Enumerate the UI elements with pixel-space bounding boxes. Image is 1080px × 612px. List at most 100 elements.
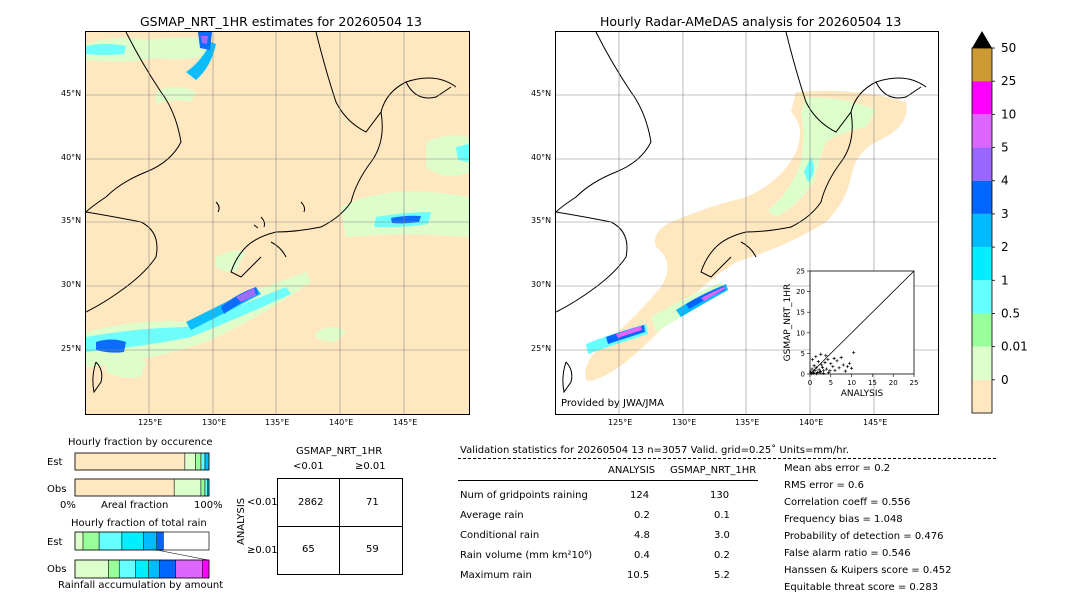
validation-divider: [458, 458, 996, 459]
right-map-title: Hourly Radar-AMeDAS analysis for 2026050…: [600, 14, 902, 29]
total-rain-bar-segment: [159, 559, 176, 579]
colorbar-segment: [972, 379, 992, 413]
occurrence-bar-segment: [204, 478, 208, 497]
right-lat-label: 40°N: [531, 153, 552, 162]
scatter-point: [816, 360, 820, 364]
connector-line: [156, 549, 209, 561]
left-lat-label: 25°N: [61, 344, 82, 353]
x-tick-label: 20: [889, 379, 898, 387]
y-tick-label: 25: [796, 268, 805, 276]
total-rain-title: Hourly fraction of total rain: [71, 518, 207, 529]
colorbar-segment: [972, 48, 992, 82]
colorbar-segment: [972, 81, 992, 115]
scatter-point: [833, 368, 837, 372]
x-tick-label: 0: [808, 379, 812, 387]
stats-divider: [458, 480, 758, 481]
colorbar-label: 1: [1001, 273, 1009, 287]
scatter-point: [829, 362, 833, 366]
scatter-xlabel: ANALYSIS: [841, 389, 884, 399]
colorbar-label: 3: [1001, 207, 1009, 221]
occurrence-bars: [74, 452, 210, 497]
score-line: Hanssen & Kuipers score = 0.452: [784, 565, 952, 576]
validation-header: Validation statistics for 20260504 13 n=…: [460, 445, 849, 456]
occurrence-bar-segment: [200, 478, 206, 497]
occurrence-bar-segment: [184, 452, 196, 471]
left-lon-label: 130°E: [202, 418, 227, 427]
total-rain-bar-segment: [118, 559, 136, 579]
occurrence-obs-label: Obs: [47, 484, 67, 495]
scatter-point: [809, 370, 813, 374]
y-tick-label: 15: [796, 309, 805, 317]
occurrence-x-min: 0%: [60, 500, 76, 511]
occurrence-xlabel: Areal fraction: [101, 500, 169, 511]
contingency-cell: 59: [366, 544, 379, 555]
scatter-point: [815, 371, 819, 376]
contingency-col-header: <0.01: [293, 461, 324, 472]
stat-gsmap: 3.0: [714, 530, 730, 541]
scatter-point: [850, 366, 854, 370]
scatter-point: [841, 363, 845, 367]
scatter-plot: 0 5 10 15 20 25 0 5 10 15 20 25 ANALYSIS GSMAP_NRT_1H…: [783, 268, 918, 400]
scatter-point: [819, 352, 823, 356]
scatter-point: [837, 366, 841, 370]
left-lon-label: 145°E: [393, 418, 418, 427]
stat-gsmap: 5.2: [714, 570, 730, 581]
total-rain-bar-frame: [74, 531, 210, 551]
stat-gsmap: 0.1: [714, 510, 730, 521]
scatter-point: [827, 370, 831, 374]
total-rain-bar-segment: [98, 531, 123, 551]
scatter-point: [811, 371, 815, 375]
occurrence-bar-segment: [204, 452, 210, 471]
map-credit: Provided by JWA/JMA: [561, 398, 664, 409]
total-rain-xlabel: Rainfall accumulation by amount: [58, 580, 224, 591]
colorbar-label: 0.01: [1001, 340, 1028, 354]
x-tick-label: 15: [868, 379, 877, 387]
total-rain-bar-segment: [143, 531, 157, 551]
scatter-point: [809, 371, 813, 376]
occurrence-bar-segment: [173, 478, 202, 497]
contingency-cell: 65: [302, 544, 315, 555]
occurrence-title: Hourly fraction by occurence: [68, 437, 213, 448]
contingency-table: 2862 71 65 59: [277, 478, 403, 575]
total-rain-bars: [74, 531, 210, 579]
contingency-row-header: ≥0.01: [247, 545, 278, 556]
scatter-point: [820, 365, 825, 370]
right-lon-label: 130°E: [672, 418, 697, 427]
right-lon-label: 140°E: [799, 418, 824, 427]
total-rain-bar-segment: [82, 531, 100, 551]
scatter-point: [812, 364, 816, 368]
contingency-row-title: ANALYSIS: [236, 497, 247, 545]
scatter-point: [823, 360, 827, 365]
col-gsmap-header: GSMAP_NRT_1HR: [670, 465, 757, 476]
diagonal-line: [809, 270, 915, 375]
stat-label: Maximum rain: [460, 570, 532, 581]
total-rain-obs-label: Obs: [47, 564, 67, 575]
total-rain-bar-frame: [74, 559, 210, 579]
score-line: Frequency bias = 1.048: [784, 514, 903, 525]
contingency-cell: 71: [366, 497, 379, 508]
stat-gsmap: 130: [710, 490, 730, 501]
occurrence-bar-frame: [74, 478, 210, 497]
left-map: [85, 31, 470, 415]
stat-analysis: 0.2: [634, 510, 650, 521]
right-lat-label: 30°N: [531, 280, 552, 289]
scatter-point: [814, 366, 818, 370]
stat-label: Average rain: [460, 510, 524, 521]
scatter-point: [847, 361, 852, 365]
total-rain-bar-segment: [121, 531, 144, 551]
colorbar-label: 5: [1001, 141, 1009, 155]
left-lat-label: 40°N: [61, 153, 82, 162]
stat-analysis: 4.8: [634, 530, 650, 541]
colorbar-label: 4: [1001, 174, 1009, 188]
stat-analysis: 0.4: [634, 550, 650, 561]
colorbar-segment: [972, 346, 992, 380]
total-rain-bar-segment: [74, 531, 84, 551]
scatter-point: [824, 353, 828, 358]
stat-analysis: 10.5: [627, 570, 650, 581]
total-rain-bar-segment: [156, 531, 164, 551]
left-lon-label: 125°E: [138, 418, 163, 427]
total-rain-bar-segment: [135, 559, 149, 579]
left-lat-label: 35°N: [61, 216, 82, 225]
scatter-point: [818, 371, 822, 375]
right-lon-label: 145°E: [863, 418, 888, 427]
